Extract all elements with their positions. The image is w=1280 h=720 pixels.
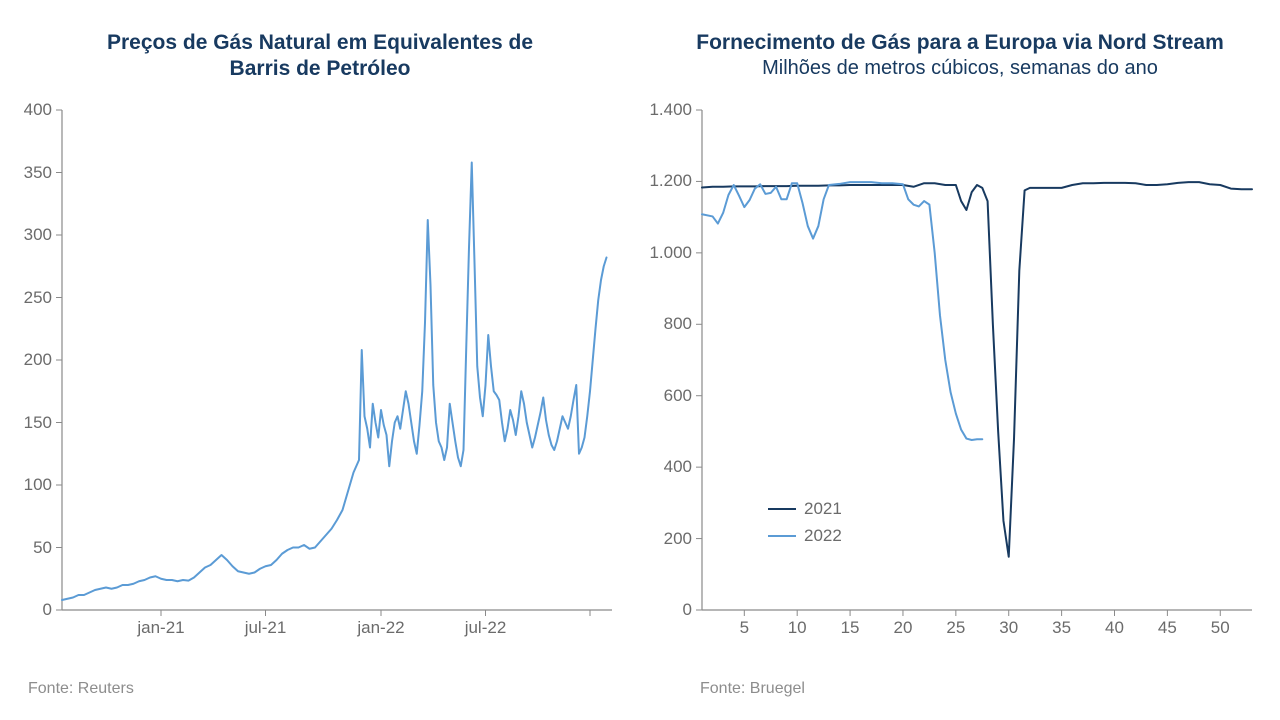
ytick-label: 200 bbox=[24, 350, 62, 370]
right-source: Fonte: Bruegel bbox=[700, 680, 805, 698]
right-title-block: Fornecimento de Gás para a Europa via No… bbox=[640, 0, 1280, 110]
xtick-label: jan-21 bbox=[137, 610, 184, 638]
right-panel: Fornecimento de Gás para a Europa via No… bbox=[640, 0, 1280, 720]
xtick-label: jul-22 bbox=[465, 610, 507, 638]
xtick-label: 10 bbox=[788, 610, 807, 638]
xtick-label: 50 bbox=[1211, 610, 1230, 638]
ytick-label: 200 bbox=[664, 529, 702, 549]
right-subtitle: Milhões de metros cúbicos, semanas do an… bbox=[640, 56, 1280, 81]
xtick-label: jul-21 bbox=[245, 610, 287, 638]
xtick-label: 45 bbox=[1158, 610, 1177, 638]
legend-swatch bbox=[768, 535, 796, 537]
ytick-label: 800 bbox=[664, 314, 702, 334]
ytick-label: 1.200 bbox=[649, 171, 702, 191]
xtick-label: 35 bbox=[1052, 610, 1071, 638]
xtick-label: 25 bbox=[946, 610, 965, 638]
legend-label: 2022 bbox=[804, 522, 842, 549]
charts-container: Preços de Gás Natural em Equivalentes de… bbox=[0, 0, 1280, 720]
xtick-label: 30 bbox=[999, 610, 1018, 638]
right-plot: 20212022 02004006008001.0001.2001.400510… bbox=[702, 110, 1252, 610]
left-plot: 050100150200250300350400jan-21jul-21jan-… bbox=[62, 110, 612, 610]
ytick-label: 600 bbox=[664, 386, 702, 406]
right-legend: 20212022 bbox=[768, 495, 842, 549]
xtick-label: 20 bbox=[893, 610, 912, 638]
left-panel: Preços de Gás Natural em Equivalentes de… bbox=[0, 0, 640, 720]
legend-label: 2021 bbox=[804, 495, 842, 522]
ytick-label: 0 bbox=[43, 600, 62, 620]
legend-swatch bbox=[768, 508, 796, 510]
ytick-label: 50 bbox=[33, 538, 62, 558]
ytick-label: 250 bbox=[24, 288, 62, 308]
ytick-label: 0 bbox=[683, 600, 702, 620]
xtick-label: 5 bbox=[740, 610, 749, 638]
xtick-label: 15 bbox=[841, 610, 860, 638]
ytick-label: 400 bbox=[664, 457, 702, 477]
ytick-label: 100 bbox=[24, 475, 62, 495]
ytick-label: 1.000 bbox=[649, 243, 702, 263]
xtick-label: jan-22 bbox=[357, 610, 404, 638]
legend-item: 2022 bbox=[768, 522, 842, 549]
left-title-block: Preços de Gás Natural em Equivalentes de… bbox=[0, 0, 640, 110]
ytick-label: 150 bbox=[24, 413, 62, 433]
right-title: Fornecimento de Gás para a Europa via No… bbox=[640, 30, 1280, 56]
left-svg bbox=[62, 110, 612, 610]
ytick-label: 350 bbox=[24, 163, 62, 183]
left-title: Preços de Gás Natural em Equivalentes de… bbox=[0, 30, 640, 83]
ytick-label: 300 bbox=[24, 225, 62, 245]
xtick-label: 40 bbox=[1105, 610, 1124, 638]
legend-item: 2021 bbox=[768, 495, 842, 522]
ytick-label: 1.400 bbox=[649, 100, 702, 120]
left-source: Fonte: Reuters bbox=[28, 680, 134, 698]
ytick-label: 400 bbox=[24, 100, 62, 120]
